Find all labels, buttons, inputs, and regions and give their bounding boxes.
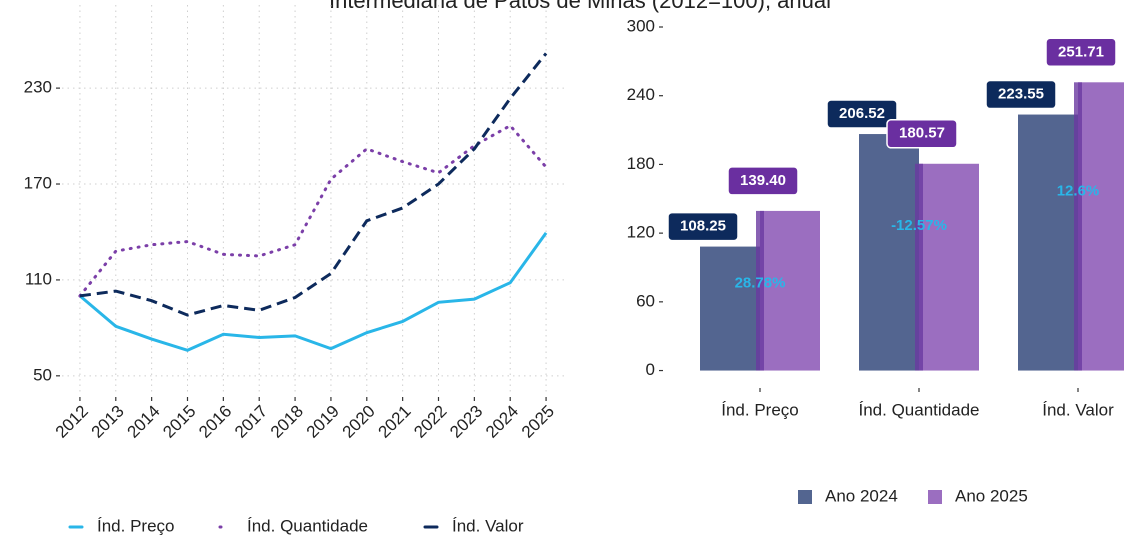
value-label: 108.25 — [680, 218, 726, 235]
change-label: -12.57% — [891, 217, 947, 234]
y-tick-label: 230 — [24, 78, 52, 97]
bar — [919, 163, 979, 371]
x-tick-label: 2018 — [267, 402, 307, 442]
x-tick-label: 2022 — [410, 402, 450, 442]
change-label: 12.6% — [1057, 182, 1100, 199]
bar — [760, 210, 820, 371]
x-tick-label: 2024 — [482, 402, 522, 442]
bar-edge — [1074, 82, 1082, 371]
value-label-box — [985, 79, 1057, 110]
legend-label: Índ. Quantidade — [247, 516, 368, 535]
x-tick-label: 2017 — [231, 402, 271, 442]
legend-label: Ano 2024 — [825, 486, 898, 505]
x-tick-label: 2019 — [303, 402, 343, 442]
x-tick-label: 2025 — [518, 402, 558, 442]
legend-label: Índ. Valor — [452, 516, 524, 535]
x-tick-label: 2013 — [88, 402, 128, 442]
bar-edge — [756, 210, 764, 371]
value-label: 139.40 — [740, 172, 786, 189]
value-label: 251.71 — [1058, 43, 1104, 60]
value-label-box — [886, 119, 958, 149]
bar — [1078, 82, 1124, 371]
value-label: 206.52 — [839, 105, 885, 122]
bar — [700, 246, 760, 371]
x-tick-label: 2020 — [339, 402, 379, 442]
x-tick-label: 2015 — [159, 402, 199, 442]
x-tick-label: 2014 — [123, 402, 163, 442]
bar-edge — [915, 163, 923, 371]
y-tick-label: 180 — [627, 154, 655, 173]
y-tick-label: 60 — [636, 291, 655, 310]
value-label: 223.55 — [998, 86, 1044, 103]
bar — [859, 134, 919, 371]
y-tick-label: 300 — [627, 16, 655, 35]
legend-symbol — [798, 490, 812, 504]
x-tick-label: 2023 — [446, 402, 486, 442]
y-tick-label: 120 — [627, 223, 655, 242]
value-label-box — [727, 166, 799, 196]
y-tick-label: 0 — [646, 360, 655, 379]
change-label: 28.78% — [735, 275, 786, 292]
legend-label: Ano 2025 — [955, 486, 1028, 505]
value-label-box — [1045, 37, 1117, 68]
series-line — [78, 123, 548, 298]
bar — [1018, 114, 1078, 371]
value-label: 180.57 — [899, 125, 945, 142]
x-tick-label: 2016 — [195, 402, 235, 442]
y-tick-label: 110 — [25, 269, 52, 288]
x-tick-label: Índ. Preço — [721, 400, 799, 419]
y-tick-label: 240 — [627, 85, 655, 104]
legend-label: Índ. Preço — [97, 516, 175, 535]
series-line — [78, 232, 548, 352]
x-tick-label: Índ. Quantidade — [859, 400, 980, 419]
legend-symbol — [928, 490, 942, 504]
y-tick-label: 50 — [33, 365, 52, 384]
series-line — [79, 52, 548, 317]
x-tick-label: 2021 — [374, 402, 414, 442]
chart-title: Intermediária de Patos de Minas (2012=10… — [329, 0, 831, 13]
y-tick-label: 170 — [24, 174, 52, 193]
x-tick-label: 2012 — [52, 402, 92, 442]
value-label-box — [667, 211, 739, 242]
value-label-box — [826, 99, 898, 129]
x-tick-label: Índ. Valor — [1042, 400, 1114, 419]
